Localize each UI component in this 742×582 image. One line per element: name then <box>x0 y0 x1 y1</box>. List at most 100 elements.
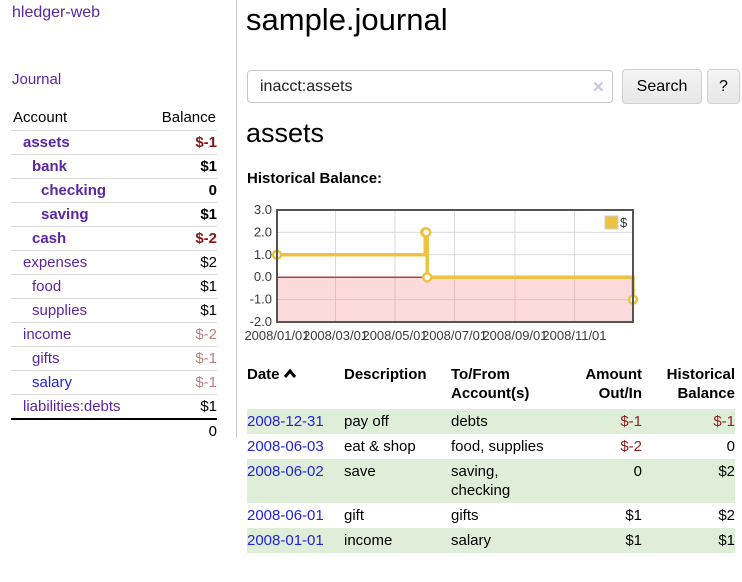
account-balance: $-1 <box>141 130 217 155</box>
account-link[interactable]: salary <box>32 374 73 391</box>
date-header-label: Date <box>247 366 280 383</box>
account-row-cash: cash $-2 <box>11 226 217 251</box>
account-row-bank: bank $1 <box>11 154 217 179</box>
account-link[interactable]: supplies <box>32 302 88 319</box>
account-row-checking: checking 0 <box>11 178 217 203</box>
svg-text:-1.0: -1.0 <box>250 292 272 307</box>
account-balance: 0 <box>141 178 217 203</box>
help-button[interactable]: ? <box>707 69 740 104</box>
account-link[interactable]: saving <box>41 206 89 223</box>
transaction-date-link[interactable]: 2008-12-31 <box>247 413 324 430</box>
transaction-amount: $-2 <box>620 438 642 455</box>
transaction-date-link[interactable]: 2008-06-01 <box>247 507 324 524</box>
svg-text:2008/07/01: 2008/07/01 <box>422 328 487 343</box>
register-header-row: Date Description To/From Account(s) Amou… <box>247 364 735 409</box>
svg-text:2008/03/01: 2008/03/01 <box>303 328 368 343</box>
accounts-total-row: 0 <box>11 418 217 443</box>
account-balance: $-1 <box>141 370 217 395</box>
transaction-accounts: saving, checking <box>451 459 563 503</box>
account-heading: assets <box>246 118 325 148</box>
chart-title: Historical Balance: <box>247 170 383 187</box>
register-table: Date Description To/From Account(s) Amou… <box>247 364 735 553</box>
svg-text:3.0: 3.0 <box>254 202 272 217</box>
account-row-saving: saving $1 <box>11 202 217 227</box>
transaction-date-link[interactable]: 2008-06-02 <box>247 463 324 480</box>
account-balance: $-2 <box>141 322 217 347</box>
account-link[interactable]: checking <box>41 182 107 199</box>
balance-column-header: Balance <box>161 109 216 126</box>
svg-text:-2.0: -2.0 <box>250 314 272 329</box>
svg-text:1.0: 1.0 <box>254 247 272 262</box>
account-balance: $1 <box>141 298 217 323</box>
account-balance-table: Account Balance assets $-1 bank $1 check… <box>11 106 217 443</box>
account-table-header: Account Balance <box>11 106 217 131</box>
transaction-description: eat & shop <box>344 438 416 455</box>
account-link[interactable]: food <box>32 278 62 295</box>
transaction-balance: $1 <box>642 528 735 553</box>
transaction-amount: $1 <box>625 507 642 524</box>
account-row-income: income $-2 <box>11 322 217 347</box>
account-row-gifts: gifts $-1 <box>11 346 217 371</box>
historical-balance-chart: 3.0 2.0 1.0 0.0 -1.0 -2.02008/01/012008/03/01… <box>244 202 639 343</box>
transaction-accounts: food, supplies <box>451 438 544 455</box>
svg-text:0.0: 0.0 <box>254 269 272 284</box>
account-link[interactable]: bank <box>32 158 68 175</box>
transaction-description: gift <box>344 507 365 524</box>
svg-text:2008/01/01: 2008/01/01 <box>244 328 309 343</box>
svg-text:2008/11/01: 2008/11/01 <box>542 328 606 343</box>
transaction-amount: $1 <box>563 528 642 553</box>
register-header-balance: Historical Balance <box>666 366 735 402</box>
account-balance: $1 <box>141 202 217 227</box>
account-link[interactable]: gifts <box>32 350 60 367</box>
transaction-balance: $2 <box>642 459 735 503</box>
register-row: 2008-06-02 save saving, checking 0 $2 <box>247 459 735 503</box>
search-button[interactable]: Search <box>622 69 702 104</box>
account-row-supplies: supplies $1 <box>11 298 217 323</box>
account-balance: $-2 <box>141 226 217 251</box>
register-header-date[interactable]: Date <box>247 364 344 409</box>
svg-text:2008/09/01: 2008/09/01 <box>482 328 547 343</box>
register-header-accounts: To/From Account(s) <box>451 366 530 402</box>
account-link[interactable]: expenses <box>23 254 88 271</box>
transaction-balance: 0 <box>726 438 735 455</box>
transaction-description: pay off <box>344 409 451 434</box>
account-link[interactable]: cash <box>32 230 67 247</box>
clear-search-icon[interactable]: ✕ <box>592 79 605 96</box>
sort-ascending-icon <box>283 368 296 378</box>
account-balance: $-1 <box>141 346 217 371</box>
register-header-amount: Amount Out/In <box>585 366 642 402</box>
transaction-amount: 0 <box>563 459 642 503</box>
transaction-accounts: salary <box>451 528 563 553</box>
account-balance: $1 <box>141 274 217 299</box>
transaction-balance: $2 <box>718 507 735 524</box>
account-link[interactable]: income <box>23 326 72 343</box>
svg-text:2008/05/01: 2008/05/01 <box>362 328 427 343</box>
account-link[interactable]: liabilities:debts <box>23 398 121 415</box>
account-row-assets: assets $-1 <box>11 130 217 155</box>
transaction-date-link[interactable]: 2008-01-01 <box>247 532 324 549</box>
register-row: 2008-12-31 pay off debts $-1 $-1 <box>247 409 735 434</box>
accounts-total-value: 0 <box>141 418 217 443</box>
svg-text:2.0: 2.0 <box>254 224 272 239</box>
account-row-salary: salary $-1 <box>11 370 217 395</box>
account-balance: $2 <box>141 250 217 275</box>
transaction-accounts: debts <box>451 409 563 434</box>
account-column-header: Account <box>13 109 68 126</box>
svg-text:$: $ <box>620 215 628 230</box>
transaction-accounts: gifts <box>451 507 479 524</box>
nav-journal-link[interactable]: Journal <box>12 71 62 88</box>
search-input[interactable] <box>247 70 613 103</box>
transaction-description: save <box>344 459 451 503</box>
brand-link[interactable]: hledger-web <box>12 4 101 21</box>
account-balance: $1 <box>141 394 217 419</box>
account-row-expenses: expenses $2 <box>11 250 217 275</box>
register-row: 2008-06-01 gift gifts $1 $2 <box>247 503 735 528</box>
account-balance: $1 <box>141 154 217 179</box>
transaction-date-link[interactable]: 2008-06-03 <box>247 438 324 455</box>
transaction-balance: $-1 <box>642 409 735 434</box>
register-row: 2008-06-03 eat & shop food, supplies $-2… <box>247 434 735 459</box>
account-row-food: food $1 <box>11 274 217 299</box>
account-link[interactable]: assets <box>23 134 70 151</box>
account-row-liabilities-debts: liabilities:debts $1 <box>11 394 217 419</box>
